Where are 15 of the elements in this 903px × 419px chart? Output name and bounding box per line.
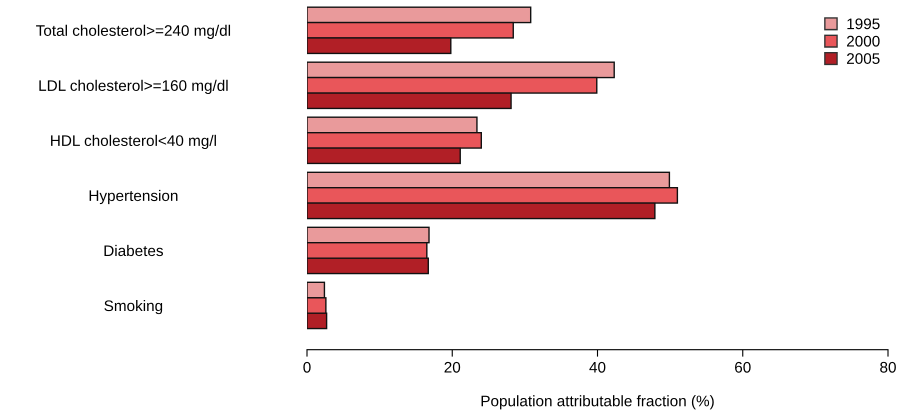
legend-label: 2005 [847, 53, 880, 64]
y-tick-label: Diabetes [104, 244, 163, 256]
legend-label: 2000 [847, 36, 880, 47]
y-tick-label: Hypertension [90, 190, 178, 204]
y-tick-label: LDL cholesterol>=160 mg/dl [39, 80, 228, 94]
y-tick-label: Smoking [104, 300, 162, 314]
x-tick-label: 60 [735, 362, 751, 373]
x-tick-label: 20 [444, 362, 460, 373]
y-tick-label: Total cholesterol>=240 mg/dl [36, 24, 230, 39]
x-axis-title: Population attributable fraction (%) [482, 395, 714, 410]
legend-label: 1995 [847, 18, 880, 30]
x-tick-label: 80 [880, 362, 896, 373]
x-tick-label: 0 [303, 362, 311, 373]
x-tick-label: 40 [589, 362, 606, 373]
y-tick-label: HDL cholesterol<40 mg/l [51, 134, 216, 150]
